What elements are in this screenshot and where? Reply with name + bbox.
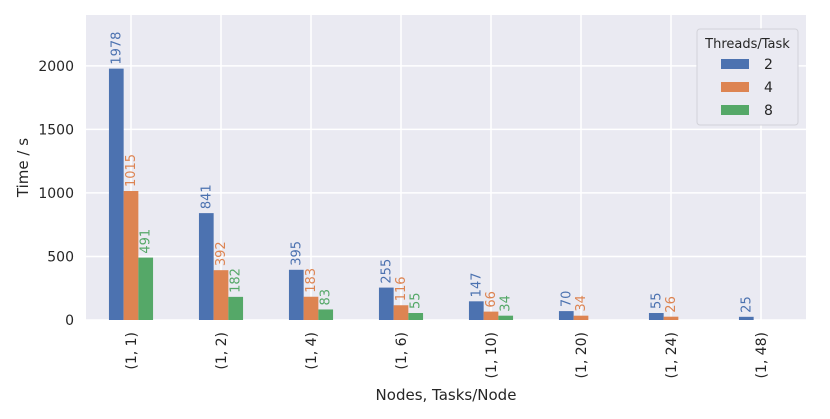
bar xyxy=(483,311,499,320)
data-label: 83 xyxy=(319,289,334,306)
bar xyxy=(303,296,319,320)
data-label: 55 xyxy=(649,292,664,309)
bar xyxy=(138,257,154,320)
bar xyxy=(468,301,484,320)
y-tick-label: 500 xyxy=(47,249,74,265)
bar xyxy=(288,269,304,320)
y-tick-label: 1000 xyxy=(38,186,74,202)
data-label: 255 xyxy=(379,259,394,284)
x-tick-label: (1, 10) xyxy=(484,332,500,379)
data-label: 491 xyxy=(139,229,154,254)
legend-swatch xyxy=(721,105,749,115)
x-tick-label: (1, 4) xyxy=(304,332,320,370)
bar xyxy=(108,68,124,320)
data-label: 147 xyxy=(469,272,484,297)
data-label: 182 xyxy=(229,268,244,293)
bar xyxy=(318,309,334,320)
bar xyxy=(573,315,589,320)
y-axis-label: Time / s xyxy=(14,138,32,198)
y-tick-label: 1500 xyxy=(38,122,74,138)
data-label: 70 xyxy=(559,291,574,308)
y-tick-label: 0 xyxy=(65,313,74,329)
legend-label: 4 xyxy=(764,80,773,96)
y-tick-label: 2000 xyxy=(38,59,74,75)
legend-label: 2 xyxy=(764,57,773,73)
data-label: 34 xyxy=(574,295,589,312)
legend-box xyxy=(696,28,799,126)
data-label: 1978 xyxy=(109,32,124,65)
bar xyxy=(378,287,394,320)
x-tick-label: (1, 2) xyxy=(214,332,230,370)
legend: Threads/Task 2 4 8 xyxy=(696,28,799,126)
data-label: 183 xyxy=(304,268,319,293)
bar xyxy=(408,313,424,320)
data-label: 26 xyxy=(664,296,679,313)
legend-label: 8 xyxy=(764,103,773,119)
data-label: 55 xyxy=(409,292,424,309)
x-tick-label: (1, 6) xyxy=(394,332,410,370)
data-label: 116 xyxy=(394,276,409,301)
bar xyxy=(228,296,244,320)
data-label: 66 xyxy=(484,291,499,308)
bar xyxy=(498,315,514,320)
data-label: 395 xyxy=(289,241,304,266)
legend-swatch xyxy=(721,59,749,69)
x-tick-label: (1, 24) xyxy=(664,332,680,379)
bar xyxy=(198,213,214,320)
data-label: 34 xyxy=(499,295,514,312)
x-tick-label: (1, 1) xyxy=(124,332,140,370)
x-axis-label: Nodes, Tasks/Node xyxy=(376,386,517,404)
bar xyxy=(558,311,574,320)
x-tick-label: (1, 48) xyxy=(754,332,770,379)
bar xyxy=(738,316,754,320)
data-label: 25 xyxy=(739,296,754,313)
bar xyxy=(213,270,229,320)
legend-title: Threads/Task xyxy=(704,37,790,52)
bar xyxy=(123,191,139,320)
x-tick-label: (1, 20) xyxy=(574,332,590,379)
legend-swatch xyxy=(721,82,749,92)
data-label: 392 xyxy=(214,241,229,266)
data-label: 1015 xyxy=(124,154,139,187)
bar xyxy=(648,313,664,320)
bar xyxy=(663,316,679,320)
data-label: 841 xyxy=(199,184,214,209)
bar xyxy=(393,305,409,320)
